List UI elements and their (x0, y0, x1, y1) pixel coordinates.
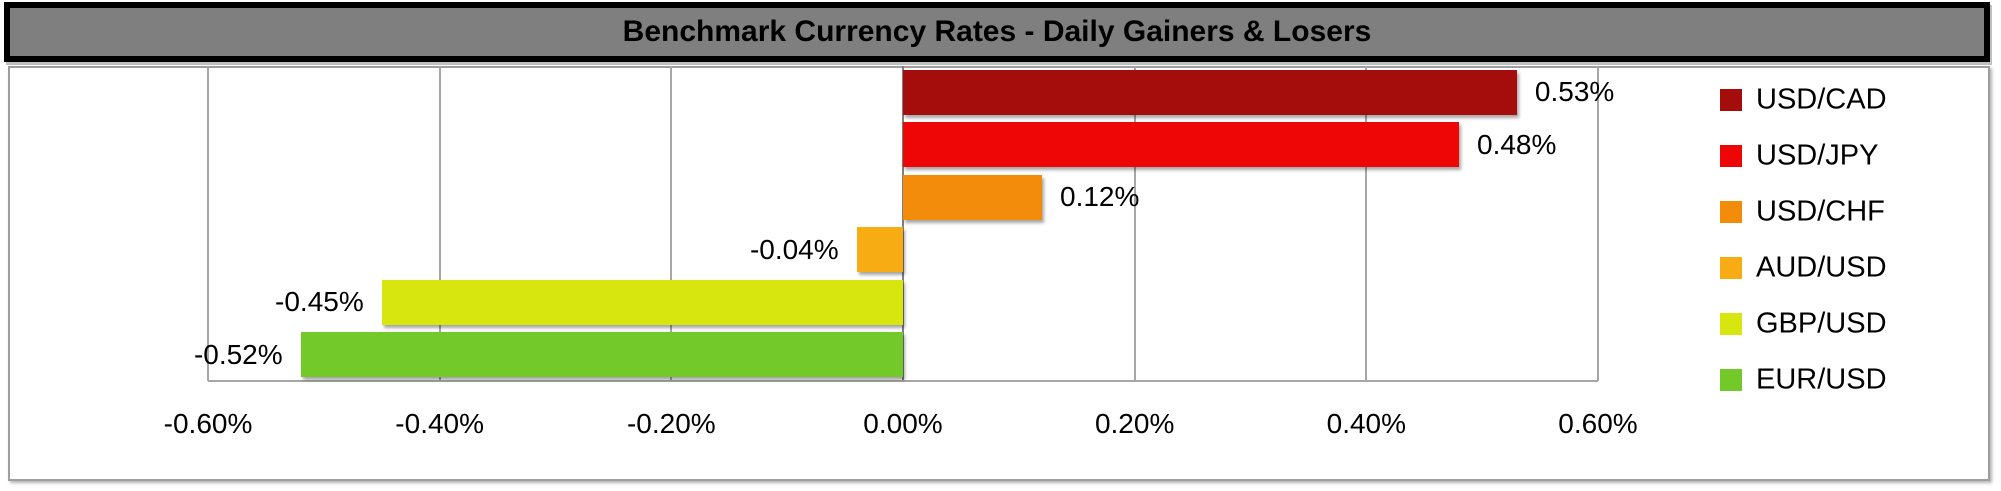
legend-label-usd-chf: USD/CHF (1756, 195, 1885, 228)
bar-usd-chf (903, 174, 1042, 220)
value-label-usd-chf: 0.12% (1060, 181, 1140, 213)
x-axis-tick-label: -0.40% (395, 408, 485, 439)
bar-gbp-usd (381, 279, 903, 325)
legend-swatch-usd-cad (1720, 89, 1742, 111)
value-label-gbp-usd: -0.45% (275, 286, 364, 318)
legend-label-aud-usd: AUD/USD (1756, 251, 1887, 284)
bar-usd-jpy (903, 122, 1459, 168)
x-axis-tick-label: -0.20% (626, 408, 716, 439)
legend-swatch-gbp-usd (1720, 313, 1742, 335)
legend-label-usd-jpy: USD/JPY (1756, 139, 1879, 172)
gridline (1133, 66, 1136, 381)
value-label-aud-usd: -0.04% (749, 233, 839, 265)
x-axis-tick-label: 0.40% (1326, 408, 1407, 439)
gridline (670, 66, 673, 381)
legend-label-eur-usd: EUR/USD (1756, 363, 1887, 396)
legend-label-gbp-usd: GBP/USD (1756, 307, 1887, 340)
zero-gridline (902, 66, 904, 381)
legend-label-usd-cad: USD/CAD (1756, 83, 1887, 116)
x-axis-tick-label: -0.60% (163, 408, 253, 439)
bar-usd-cad (903, 69, 1517, 115)
value-label-usd-jpy: 0.48% (1477, 128, 1557, 160)
x-axis-tick-label: 0.00% (863, 408, 943, 439)
value-label-usd-cad: 0.53% (1534, 76, 1615, 108)
bar-aud-usd (856, 227, 903, 273)
x-axis-tick-label: 0.60% (1558, 408, 1638, 439)
gridline (1597, 66, 1599, 381)
bar-eur-usd (300, 332, 903, 378)
chart-title: Benchmark Currency Rates - Daily Gainers… (622, 15, 1372, 48)
chart-title-bar: Benchmark Currency Rates - Daily Gainers… (4, 2, 1990, 62)
x-axis-tick-label: 0.20% (1094, 408, 1175, 439)
value-label-eur-usd: -0.52% (193, 338, 283, 370)
legend-swatch-usd-chf (1720, 201, 1742, 223)
gridline (207, 66, 209, 381)
legend-swatch-usd-jpy (1720, 145, 1742, 167)
gridline (438, 66, 441, 381)
gridline (1365, 66, 1368, 381)
legend-swatch-eur-usd (1720, 369, 1742, 391)
legend-swatch-aud-usd (1720, 257, 1742, 279)
x-axis-line (208, 380, 1598, 382)
